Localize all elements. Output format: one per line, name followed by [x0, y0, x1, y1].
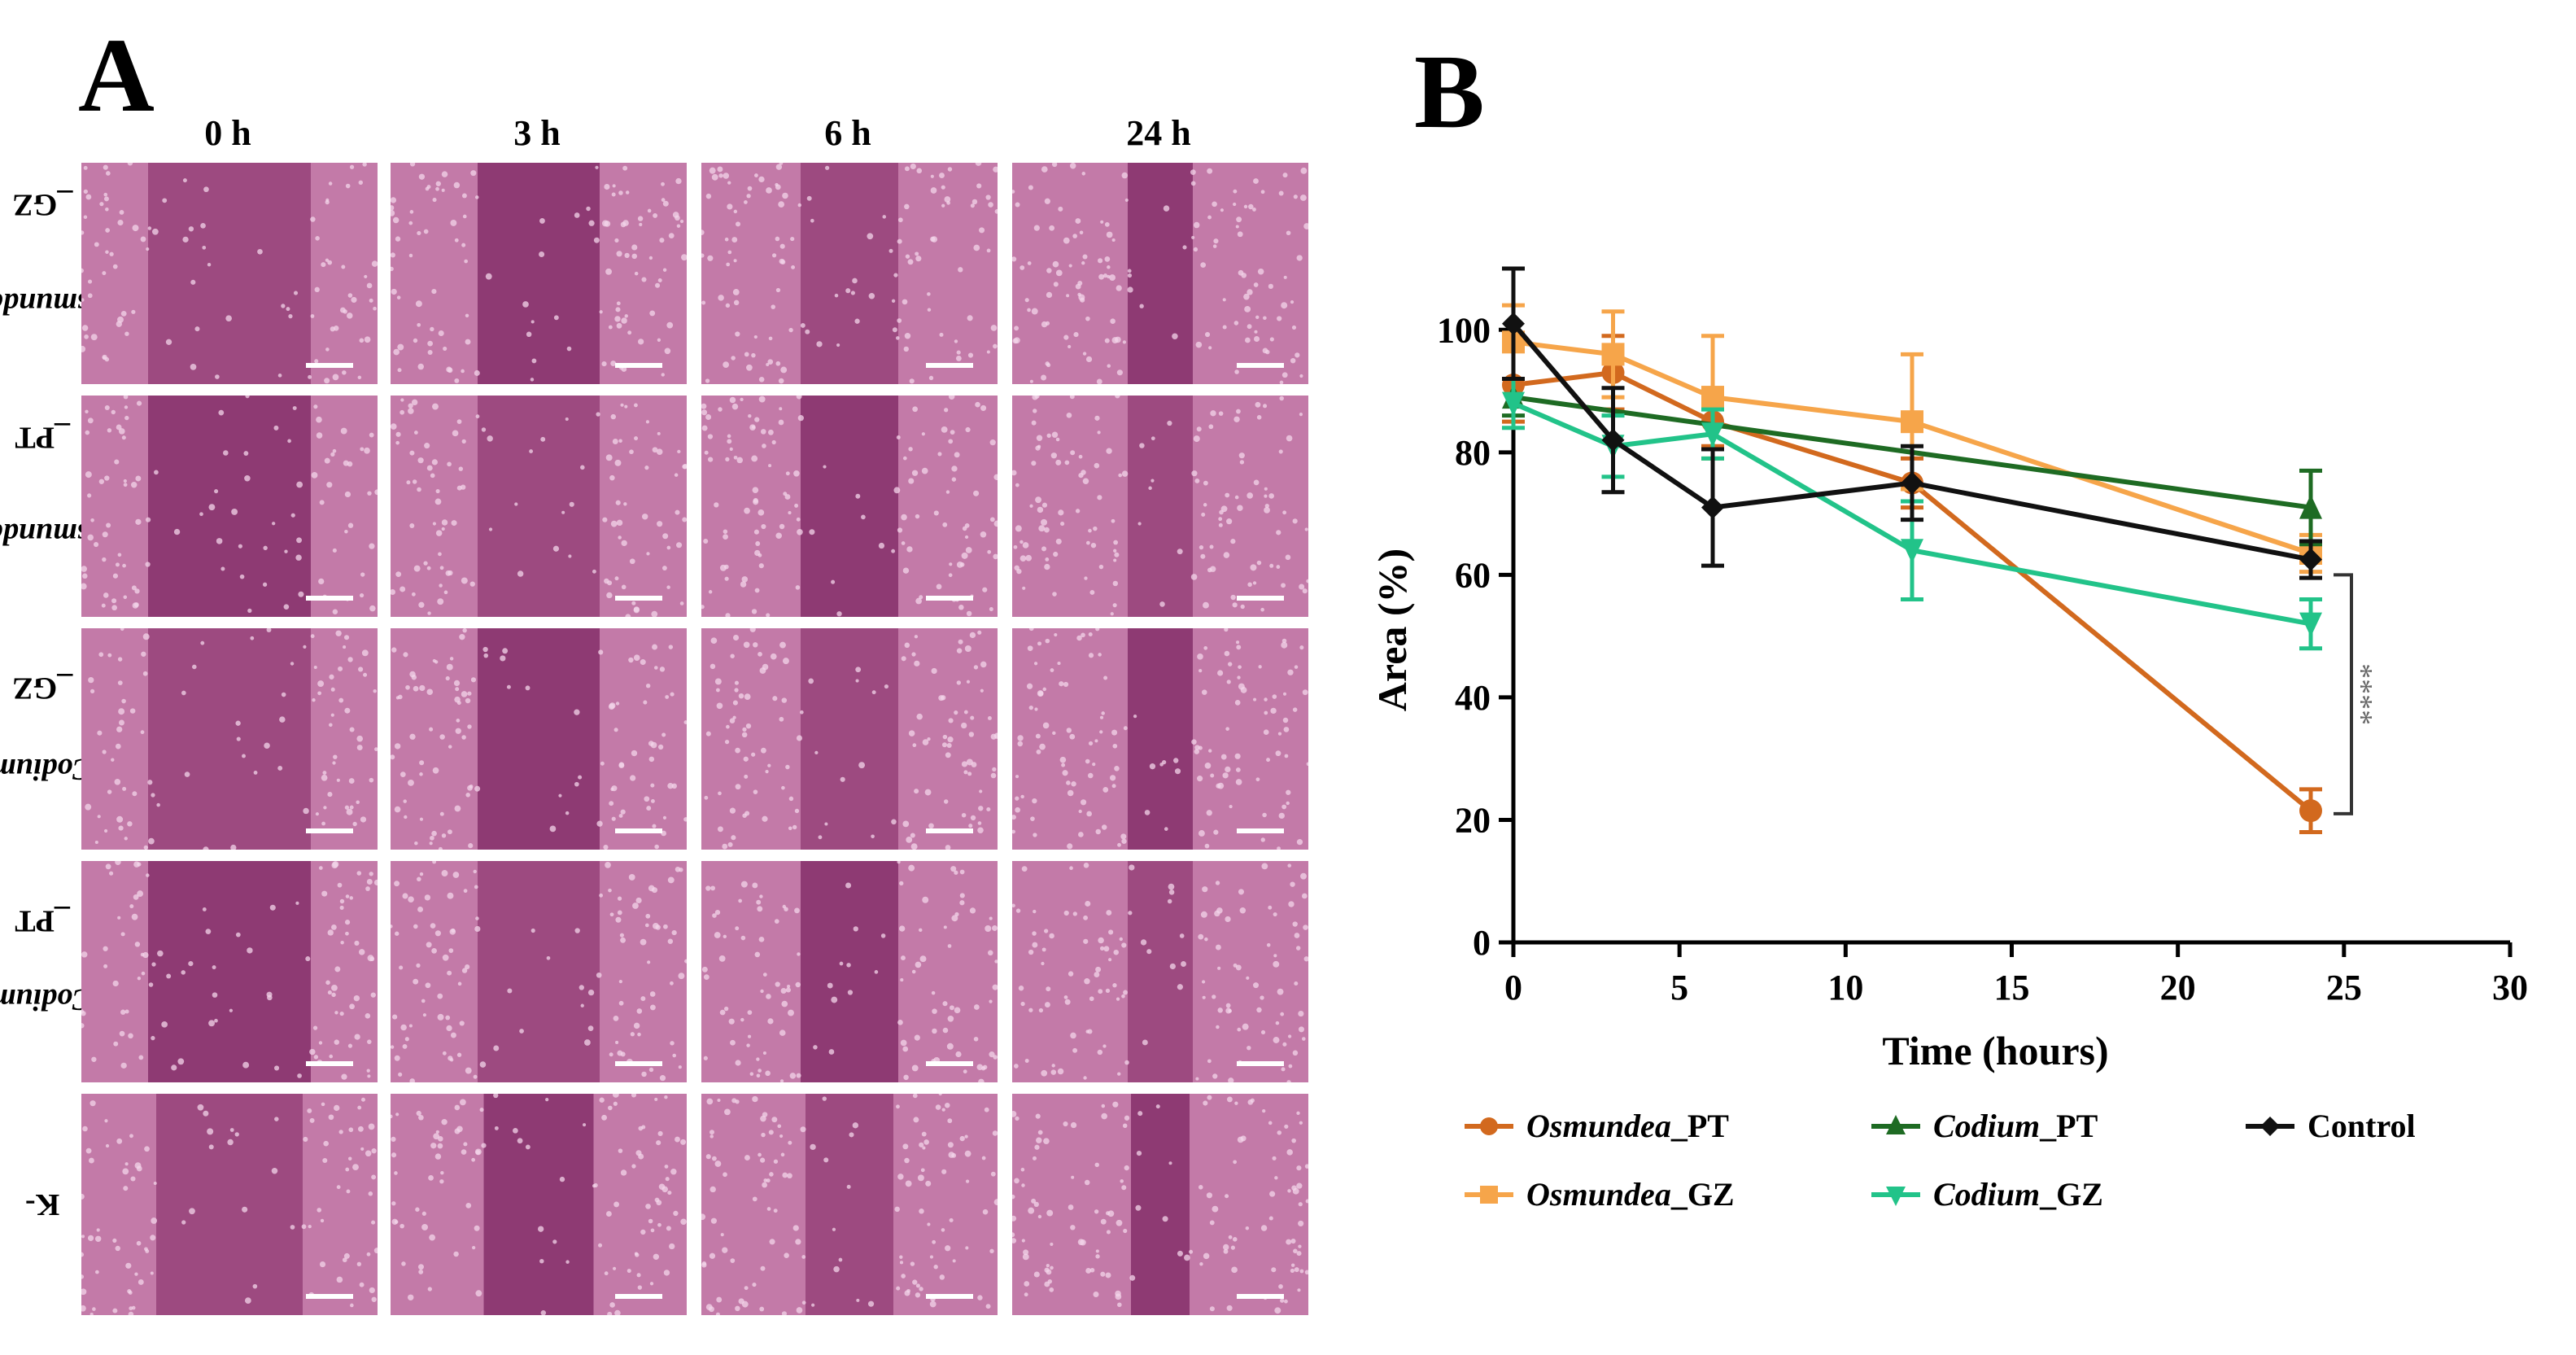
legend-item-control: Control	[2246, 1107, 2416, 1145]
scale-bar	[615, 1061, 662, 1066]
micrograph-osmundea-pt-3h	[391, 396, 687, 617]
micrograph-codium-gz-0h	[81, 628, 378, 850]
point-osmundea-gz	[1701, 386, 1724, 409]
scale-bar	[1237, 363, 1284, 368]
y-tick-label: 20	[1455, 800, 1491, 840]
scale-bar	[926, 828, 973, 833]
legend-label: Osmundea	[1526, 1108, 1671, 1144]
column-header-3h: 3 h	[513, 113, 561, 153]
x-tick-label: 15	[1994, 968, 2030, 1008]
point-control	[2299, 548, 2322, 571]
y-tick-label: 60	[1455, 555, 1491, 595]
x-tick-label: 10	[1827, 968, 1863, 1008]
micrograph-codium-gz-24h	[1012, 628, 1308, 850]
y-tick-label: 100	[1437, 310, 1491, 350]
legend-marker-control	[2246, 1110, 2294, 1143]
y-tick-label: 80	[1455, 433, 1491, 473]
point-codium-gz	[1502, 391, 1525, 417]
x-tick-label: 5	[1670, 968, 1688, 1008]
point-codium-gz	[1701, 422, 1724, 448]
scale-bar	[926, 363, 973, 368]
x-tick-label: 20	[2160, 968, 2196, 1008]
scale-bar	[306, 1294, 353, 1299]
scale-bar	[1237, 1294, 1284, 1299]
point-control	[1901, 471, 1923, 495]
scale-bar	[615, 363, 662, 368]
point-control	[1701, 496, 1724, 519]
micrograph-k-neg-3h	[391, 1094, 687, 1315]
panel-a-label: A	[78, 17, 155, 134]
micrograph-osmundea-pt-24h	[1012, 396, 1308, 617]
legend-item-osmundea-gz: Osmundea _GZ	[1465, 1175, 1735, 1213]
column-header-6h: 6 h	[824, 113, 871, 153]
scale-bar	[306, 363, 353, 368]
panel-b-label: B	[1414, 33, 1485, 151]
micrograph-osmundea-pt-0h	[81, 396, 378, 617]
legend-marker-osmundea-gz	[1465, 1178, 1513, 1211]
point-codium-gz	[1901, 539, 1923, 564]
micrograph-osmundea-gz-3h	[391, 163, 687, 384]
legend-marker-codium-pt	[1871, 1110, 1920, 1143]
micrograph-k-neg-6h	[701, 1094, 998, 1315]
micrograph-codium-gz-3h	[391, 628, 687, 850]
scale-bar	[1237, 596, 1284, 601]
legend-item-osmundea-pt: Osmundea _PT	[1465, 1107, 1729, 1145]
point-control	[1601, 428, 1625, 452]
micrograph-osmundea-gz-6h	[701, 163, 998, 384]
point-osmundea-pt	[2299, 799, 2322, 823]
micrograph-codium-gz-6h	[701, 628, 998, 850]
scale-bar	[926, 1061, 973, 1066]
column-header-0h: 0 h	[204, 113, 251, 153]
point-control	[1502, 312, 1525, 335]
legend-label: Control	[2307, 1108, 2416, 1144]
legend-label: Codium	[1933, 1108, 2041, 1144]
scale-bar	[926, 1294, 973, 1299]
legend-item-codium-gz: Codium _GZ	[1871, 1175, 2103, 1213]
micrograph-osmundea-gz-24h	[1012, 163, 1308, 384]
point-osmundea-gz	[1601, 343, 1625, 366]
legend-suffix: _GZ	[2040, 1176, 2103, 1213]
column-header-24h: 24 h	[1126, 113, 1191, 153]
scale-bar	[306, 1061, 353, 1066]
legend-item-codium-pt: Codium _PT	[1871, 1107, 2098, 1145]
micrograph-codium-pt-6h	[701, 861, 998, 1082]
micrograph-codium-pt-24h	[1012, 861, 1308, 1082]
scale-bar	[615, 596, 662, 601]
legend-suffix: _PT	[1670, 1108, 1729, 1144]
legend-suffix: _PT	[2040, 1108, 2098, 1144]
significance-bracket	[2334, 573, 2353, 815]
legend: Osmundea _PT Osmundea _GZ Codium _PT Codium…	[1465, 1107, 2522, 1221]
x-tick-label: 0	[1504, 968, 1522, 1008]
x-tick-label: 30	[2492, 968, 2528, 1008]
micrograph-osmundea-pt-6h	[701, 396, 998, 617]
micrograph-codium-pt-3h	[391, 861, 687, 1082]
legend-suffix: _GZ	[1670, 1176, 1735, 1213]
micrograph-k-neg-24h	[1012, 1094, 1308, 1315]
legend-marker-osmundea-pt	[1465, 1110, 1513, 1143]
legend-label: Osmundea	[1526, 1176, 1671, 1213]
scale-bar	[615, 828, 662, 833]
micrograph-codium-pt-0h	[81, 861, 378, 1082]
scale-bar	[1237, 1061, 1284, 1066]
scale-bar	[306, 828, 353, 833]
scale-bar	[615, 1294, 662, 1299]
micrograph-osmundea-gz-0h	[81, 163, 378, 384]
y-tick-label: 0	[1473, 923, 1491, 963]
scale-bar	[1237, 828, 1284, 833]
point-osmundea-gz	[1901, 410, 1923, 434]
scale-bar	[306, 596, 353, 601]
point-codium-gz	[2299, 612, 2322, 637]
legend-marker-codium-gz	[1871, 1178, 1920, 1211]
scale-bar	[926, 596, 973, 601]
legend-label: Codium	[1933, 1176, 2041, 1213]
significance-label: ****	[2354, 663, 2388, 725]
point-codium-pt	[2299, 494, 2322, 519]
x-axis-label: Time (hours)	[1882, 1028, 2108, 1073]
y-tick-label: 40	[1455, 678, 1491, 718]
micrograph-k-neg-0h	[81, 1094, 378, 1315]
x-tick-label: 25	[2326, 968, 2362, 1008]
y-axis-label: Area (%)	[1369, 549, 1415, 711]
